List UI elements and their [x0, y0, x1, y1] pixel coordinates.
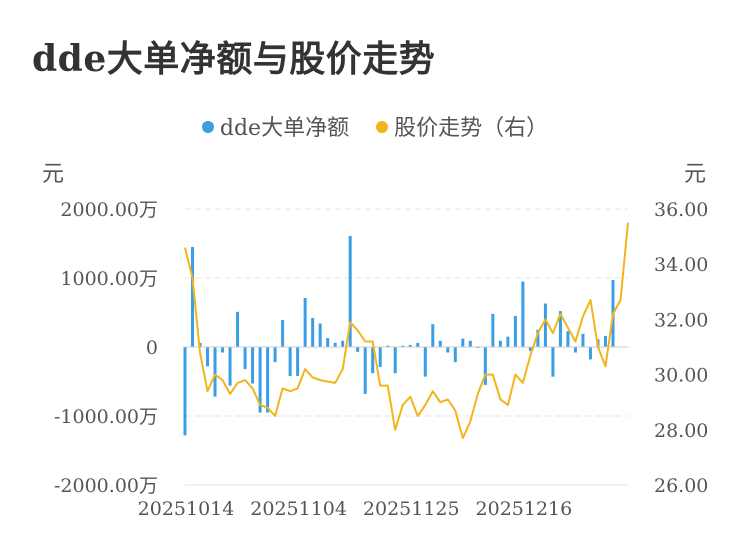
dde-bar [213, 347, 217, 397]
dde-bar [491, 313, 495, 347]
left-tick-label: 2000.00万 [60, 199, 158, 221]
dde-bar [318, 323, 322, 347]
dde-bar [551, 347, 555, 377]
dde-bar [266, 347, 270, 413]
dde-bar [423, 347, 427, 377]
legend: dde大单净额 股价走势（右） [0, 110, 750, 142]
dde-bar [581, 333, 585, 347]
legend-dot-blue-icon [201, 121, 214, 133]
right-tick-label: 28.00 [654, 420, 708, 442]
x-tick-label: 20251104 [250, 498, 347, 520]
dde-bar [281, 320, 285, 347]
legend-label-price: 股价走势（右） [394, 116, 549, 141]
dde-bar [228, 347, 232, 386]
dde-bar [453, 347, 457, 363]
dde-bar [498, 340, 502, 347]
dde-bar [258, 347, 262, 413]
legend-dot-yellow-icon [376, 121, 389, 133]
x-tick-label: 20251014 [138, 498, 235, 520]
legend-item-dde[interactable]: dde大单净额 [201, 110, 350, 142]
dde-bar [483, 347, 487, 385]
dde-bar [333, 342, 337, 347]
left-tick-label: -1000.00万 [54, 406, 158, 428]
dde-bar [446, 347, 450, 353]
dde-bar [183, 347, 187, 436]
dde-bar [566, 331, 570, 347]
dde-bar [371, 347, 375, 374]
x-tick-label: 20251216 [476, 498, 573, 520]
dde-bar [303, 298, 307, 347]
dde-bar [543, 303, 547, 347]
dde-bar [588, 347, 592, 360]
dde-bar [438, 340, 442, 347]
dde-bar [311, 318, 315, 347]
left-axis-unit: 元 [42, 162, 65, 187]
dde-bar [506, 336, 510, 347]
chart-title: dde大单净额与股价走势 [32, 38, 436, 80]
dde-bar [378, 347, 382, 368]
dde-bar [206, 347, 210, 367]
dde-bar [243, 347, 247, 370]
left-tick-label: 0 [146, 337, 158, 359]
dde-bar [536, 329, 540, 347]
dde-bar [603, 335, 607, 347]
dde-bar [461, 338, 465, 347]
dde-bar [341, 340, 345, 347]
dde-bar [386, 345, 390, 347]
right-tick-label: 30.00 [654, 365, 708, 387]
dde-bar [416, 342, 420, 347]
dde-bar [348, 235, 352, 347]
dde-bar [393, 347, 397, 374]
price-line [184, 222, 629, 440]
dde-bar [251, 347, 255, 384]
right-tick-label: 32.00 [654, 309, 708, 331]
right-tick-label: 34.00 [654, 254, 708, 276]
dde-bar [528, 347, 532, 352]
dde-bar [521, 281, 525, 347]
right-tick-label: 26.00 [654, 475, 708, 497]
right-axis-unit: 元 [684, 162, 707, 187]
dde-bar [191, 246, 195, 347]
left-tick-label: 1000.00万 [60, 268, 158, 290]
legend-label-dde: dde大单净额 [219, 116, 350, 141]
dde-bar [356, 347, 360, 352]
dde-bar [401, 345, 405, 347]
dde-bar [513, 315, 517, 347]
dde-bar [408, 344, 412, 347]
dde-bar [296, 347, 300, 376]
left-tick-label: -2000.00万 [54, 475, 158, 497]
dde-bar [326, 338, 330, 347]
dde-bar [236, 311, 240, 347]
dde-bar [431, 324, 435, 347]
dde-bar [288, 347, 292, 376]
dde-bar [573, 347, 577, 353]
dde-bar [363, 347, 367, 394]
dde-bar [468, 340, 472, 347]
x-tick-label: 20251125 [363, 498, 460, 520]
legend-item-price[interactable]: 股价走势（右） [376, 110, 548, 142]
dde-bar [558, 311, 562, 347]
right-tick-label: 36.00 [654, 199, 708, 221]
dde-bar [273, 347, 277, 363]
dde-bar [221, 347, 225, 353]
